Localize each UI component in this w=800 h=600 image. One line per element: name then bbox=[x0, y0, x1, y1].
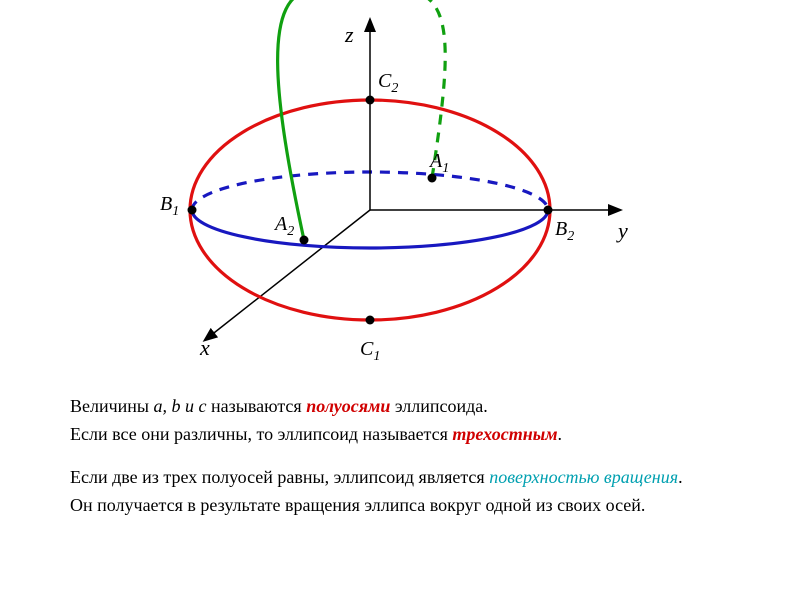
point-label-A1: A1 bbox=[430, 150, 449, 177]
point-label-C1: C1 bbox=[360, 338, 380, 365]
description-text: Величины a, b и c называются полуосями э… bbox=[0, 380, 800, 517]
axis-label-z: z bbox=[345, 22, 354, 48]
point-B1 bbox=[188, 206, 197, 215]
text: . bbox=[678, 467, 683, 487]
diagram-svg bbox=[0, 0, 800, 380]
point-C2 bbox=[366, 96, 375, 105]
text-vars: a, b и c bbox=[154, 396, 207, 416]
point-label-B2: B2 bbox=[555, 218, 574, 245]
term-rotation: поверхностью вращения bbox=[489, 467, 678, 487]
point-B2 bbox=[544, 206, 553, 215]
text: . bbox=[558, 424, 563, 444]
text: называются bbox=[207, 396, 307, 416]
point-label-B1: B1 bbox=[160, 193, 179, 220]
term-triaxial: трехостным bbox=[452, 424, 557, 444]
text: Если все они различны, то эллипсоид назы… bbox=[70, 424, 452, 444]
axis-label-x: x bbox=[200, 335, 210, 361]
point-label-A2: A2 bbox=[275, 213, 294, 240]
text: эллипсоида. bbox=[390, 396, 487, 416]
point-label-C2: C2 bbox=[378, 70, 398, 97]
text: Он получается в результате вращения элли… bbox=[70, 495, 645, 515]
text: Величины bbox=[70, 396, 154, 416]
axis-label-y: y bbox=[618, 218, 628, 244]
point-C1 bbox=[366, 316, 375, 325]
ellipsoid-diagram: z y x C2 C1 B1 B2 A1 A2 bbox=[0, 0, 800, 380]
point-A2 bbox=[300, 236, 309, 245]
term-semiaxes: полуосями bbox=[306, 396, 390, 416]
text: Если две из трех полуосей равны, эллипсо… bbox=[70, 467, 489, 487]
